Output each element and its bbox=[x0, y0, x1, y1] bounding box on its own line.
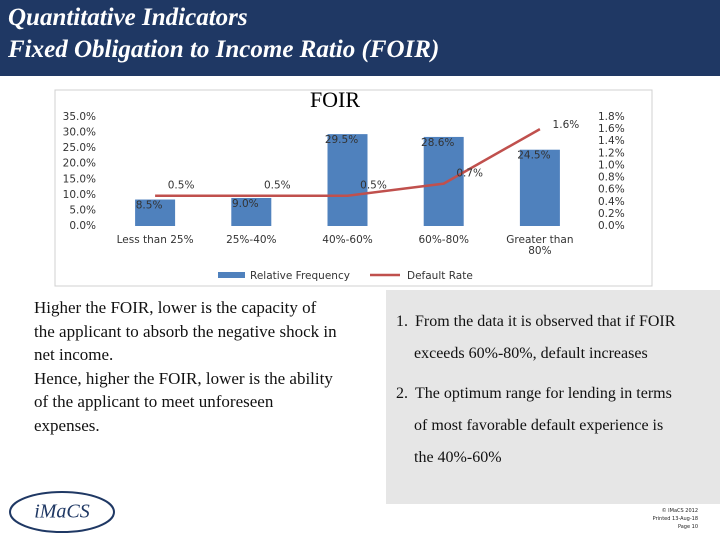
data-label: 8.5% bbox=[136, 200, 163, 212]
data-label: 0.7% bbox=[456, 168, 483, 180]
y-tick-label: 0.0% bbox=[69, 220, 96, 232]
bar bbox=[327, 134, 368, 226]
header-title: Fixed Obligation to Income Ratio (FOIR) bbox=[8, 36, 440, 63]
logo-text: iMaCS bbox=[34, 501, 90, 523]
footer-text: Printed 13-Aug-18 bbox=[652, 516, 698, 522]
logo: iMaCS bbox=[9, 491, 115, 533]
y2-tick-label: 1.0% bbox=[598, 159, 625, 171]
list-number: 1. bbox=[396, 313, 408, 330]
body-text: expenses. bbox=[34, 415, 100, 435]
legend-label: Relative Frequency bbox=[250, 270, 350, 282]
y2-tick-label: 0.8% bbox=[598, 172, 625, 184]
y-tick-label: 10.0% bbox=[63, 189, 96, 201]
chart-frame bbox=[54, 89, 653, 287]
x-tick-label: Greater than 80% bbox=[506, 234, 574, 257]
body-text: Higher the FOIR, lower is the capacity o… bbox=[34, 298, 317, 317]
y-tick-label: 35.0% bbox=[63, 111, 96, 123]
list-text: From the data it is observed that if FOI… bbox=[415, 313, 676, 330]
data-label: 1.6% bbox=[553, 119, 580, 131]
data-label: 28.6% bbox=[421, 137, 454, 149]
bar bbox=[135, 199, 176, 226]
body-text: Hence, higher the FOIR, lower is the abi… bbox=[34, 368, 333, 388]
y-tick-label: 15.0% bbox=[63, 173, 96, 185]
y-tick-label: 25.0% bbox=[63, 142, 96, 154]
legend-swatch bbox=[218, 272, 245, 278]
list-text: of most favorable default experience is bbox=[414, 417, 664, 434]
body-text: of the applicant to meet unforeseen bbox=[34, 392, 274, 411]
data-label: 24.5% bbox=[517, 150, 550, 162]
y2-tick-label: 1.8% bbox=[598, 111, 625, 123]
footer-text: © IMaCS 2012 bbox=[661, 508, 698, 514]
list-text: the 40%-60% bbox=[414, 449, 502, 466]
body-text: the applicant to absorb the negative sho… bbox=[34, 321, 337, 341]
y2-tick-label: 1.2% bbox=[598, 147, 625, 159]
data-label: 0.5% bbox=[360, 180, 387, 192]
footer-text: Page 10 bbox=[677, 524, 698, 530]
list-text: exceeds 60%-80%, default increases bbox=[414, 345, 648, 362]
bar bbox=[519, 149, 560, 226]
y2-tick-label: 0.4% bbox=[598, 196, 625, 208]
list-text: The optimum range for lending in terms bbox=[415, 385, 672, 402]
body-text: net income. bbox=[34, 345, 114, 364]
x-tick-label: 40%-60% bbox=[322, 234, 373, 246]
data-label: 29.5% bbox=[325, 134, 358, 146]
legend-label: Default Rate bbox=[407, 270, 473, 282]
bar bbox=[423, 136, 464, 226]
header-band bbox=[0, 0, 720, 76]
y-tick-label: 30.0% bbox=[63, 127, 96, 139]
x-tick-label: 25%-40% bbox=[226, 234, 277, 246]
y-tick-label: 20.0% bbox=[63, 158, 96, 170]
data-label: 9.0% bbox=[232, 198, 259, 210]
y2-tick-label: 0.6% bbox=[598, 184, 625, 196]
y2-tick-label: 0.2% bbox=[598, 208, 625, 220]
text-box bbox=[386, 290, 720, 504]
x-tick-label: 60%-80% bbox=[418, 234, 469, 246]
y2-tick-label: 1.4% bbox=[598, 135, 625, 147]
list-number: 2. bbox=[396, 385, 408, 402]
chart-title: FOIR bbox=[310, 87, 360, 112]
y-tick-label: 5.0% bbox=[69, 204, 96, 216]
data-label: 0.5% bbox=[168, 180, 195, 192]
line bbox=[155, 128, 541, 197]
y2-tick-label: 0.0% bbox=[598, 220, 625, 232]
x-tick-label: Less than 25% bbox=[116, 234, 194, 246]
bar bbox=[231, 197, 272, 226]
y2-tick-label: 1.6% bbox=[598, 123, 625, 135]
header-title: Quantitative Indicators bbox=[8, 4, 248, 31]
data-label: 0.5% bbox=[264, 180, 291, 192]
